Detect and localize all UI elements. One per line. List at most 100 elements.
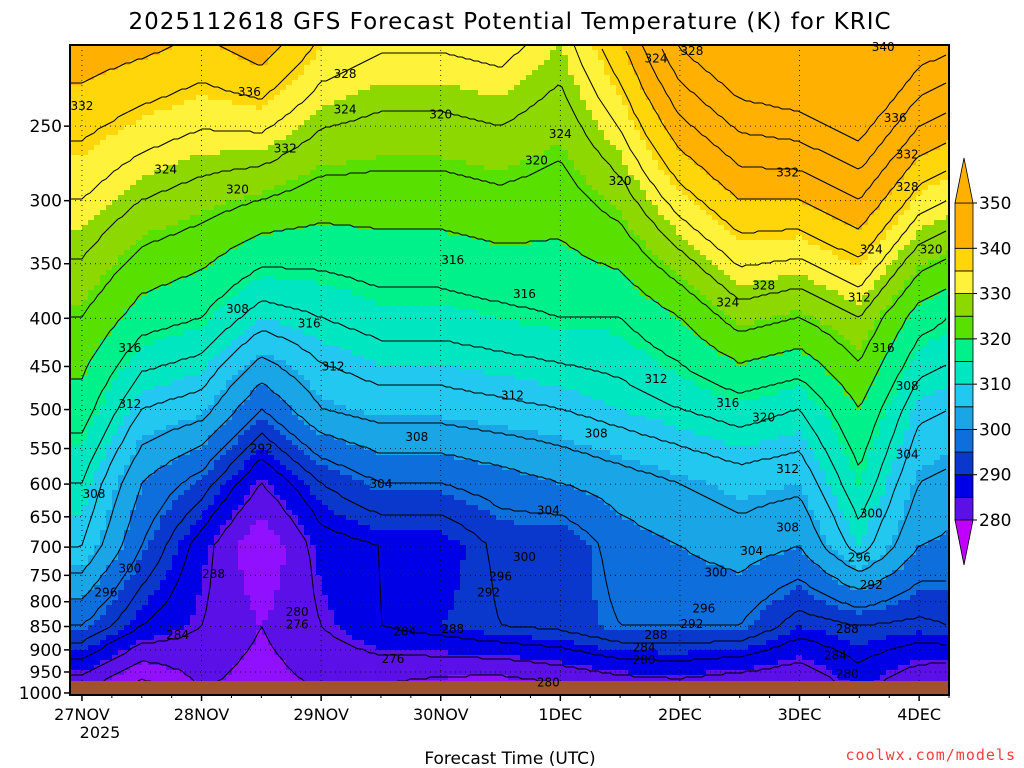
- heatmap-cell: [424, 195, 431, 201]
- heatmap-cell: [664, 65, 671, 71]
- heatmap-cell: [352, 210, 359, 216]
- heatmap-cell: [88, 180, 95, 186]
- heatmap-cell: [712, 180, 719, 186]
- heatmap-cell: [406, 55, 413, 61]
- heatmap-cell: [400, 135, 407, 141]
- heatmap-cell: [124, 130, 131, 136]
- heatmap-cell: [214, 120, 221, 126]
- heatmap-cell: [700, 105, 707, 111]
- heatmap-cell: [400, 165, 407, 171]
- heatmap-cell: [484, 130, 491, 136]
- heatmap-cell: [706, 130, 713, 136]
- heatmap-cell: [274, 200, 281, 206]
- heatmap-cell: [862, 70, 869, 76]
- heatmap-cell: [520, 195, 527, 201]
- heatmap-cell: [310, 150, 317, 156]
- heatmap-cell: [340, 140, 347, 146]
- heatmap-cell: [658, 100, 665, 106]
- heatmap-cell: [946, 120, 949, 126]
- heatmap-cell: [910, 135, 917, 141]
- heatmap-cell: [436, 145, 443, 151]
- heatmap-cell: [382, 180, 389, 186]
- heatmap-cell: [706, 175, 713, 181]
- heatmap-cell: [760, 160, 767, 166]
- heatmap-cell: [898, 105, 905, 111]
- heatmap-cell: [628, 160, 635, 166]
- heatmap-cell: [874, 200, 881, 206]
- heatmap-cell: [196, 190, 203, 196]
- heatmap-cell: [406, 110, 413, 116]
- heatmap-cell: [544, 100, 551, 106]
- heatmap-cell: [430, 155, 437, 161]
- heatmap-cell: [262, 85, 269, 91]
- heatmap-cell: [748, 150, 755, 156]
- heatmap-cell: [550, 150, 557, 156]
- heatmap-cell: [856, 90, 863, 96]
- heatmap-cell: [556, 50, 563, 56]
- heatmap-cell: [388, 130, 395, 136]
- heatmap-cell: [490, 55, 497, 61]
- heatmap-cell: [676, 125, 683, 131]
- heatmap-cell: [70, 85, 77, 91]
- heatmap-cell: [652, 135, 659, 141]
- heatmap-cell: [238, 50, 245, 56]
- heatmap-cell: [904, 115, 911, 121]
- heatmap-cell: [82, 95, 89, 101]
- heatmap-cell: [838, 155, 845, 161]
- heatmap-cell: [346, 200, 353, 206]
- heatmap-cell: [196, 135, 203, 141]
- heatmap-cell: [592, 110, 599, 116]
- heatmap-cell: [766, 200, 773, 206]
- heatmap-cell: [448, 200, 455, 206]
- heatmap-cell: [742, 205, 749, 211]
- heatmap-cell: [262, 180, 269, 186]
- heatmap-cell: [298, 60, 305, 66]
- heatmap-cell: [706, 145, 713, 151]
- heatmap-cell: [724, 100, 731, 106]
- heatmap-cell: [394, 45, 401, 51]
- heatmap-cell: [298, 45, 305, 51]
- heatmap-cell: [598, 170, 605, 176]
- heatmap-cell: [262, 150, 269, 156]
- heatmap-cell: [292, 55, 299, 61]
- heatmap-cell: [514, 110, 521, 116]
- heatmap-cell: [784, 80, 791, 86]
- heatmap-cell: [712, 150, 719, 156]
- heatmap-cell: [310, 170, 317, 176]
- heatmap-cell: [352, 45, 359, 51]
- heatmap-cell: [796, 150, 803, 156]
- heatmap-cell: [88, 45, 95, 51]
- heatmap-cell: [382, 80, 389, 86]
- heatmap-cell: [118, 170, 125, 176]
- heatmap-cell: [838, 195, 845, 201]
- heatmap-cell: [340, 170, 347, 176]
- heatmap-cell: [604, 210, 611, 216]
- heatmap-cell: [130, 50, 137, 56]
- heatmap-cell: [538, 125, 545, 131]
- heatmap-cell: [610, 75, 617, 81]
- heatmap-cell: [754, 55, 761, 61]
- heatmap-cell: [304, 70, 311, 76]
- heatmap-cell: [496, 80, 503, 86]
- heatmap-cell: [838, 65, 845, 71]
- heatmap-cell: [778, 115, 785, 121]
- heatmap-cell: [406, 170, 413, 176]
- heatmap-cell: [286, 130, 293, 136]
- heatmap-cell: [532, 60, 539, 66]
- heatmap-cell: [364, 85, 371, 91]
- heatmap-cell: [820, 195, 827, 201]
- heatmap-cell: [106, 115, 113, 121]
- heatmap-cell: [316, 105, 323, 111]
- heatmap-cell: [616, 150, 623, 156]
- heatmap-cell: [148, 120, 155, 126]
- heatmap-cell: [910, 80, 917, 86]
- heatmap-cell: [538, 180, 545, 186]
- heatmap-cell: [358, 50, 365, 56]
- heatmap-cell: [538, 135, 545, 141]
- heatmap-cell: [430, 140, 437, 146]
- heatmap-cell: [658, 105, 665, 111]
- heatmap-cell: [874, 110, 881, 116]
- heatmap-cell: [562, 155, 569, 161]
- heatmap-cell: [136, 170, 143, 176]
- heatmap-cell: [256, 140, 263, 146]
